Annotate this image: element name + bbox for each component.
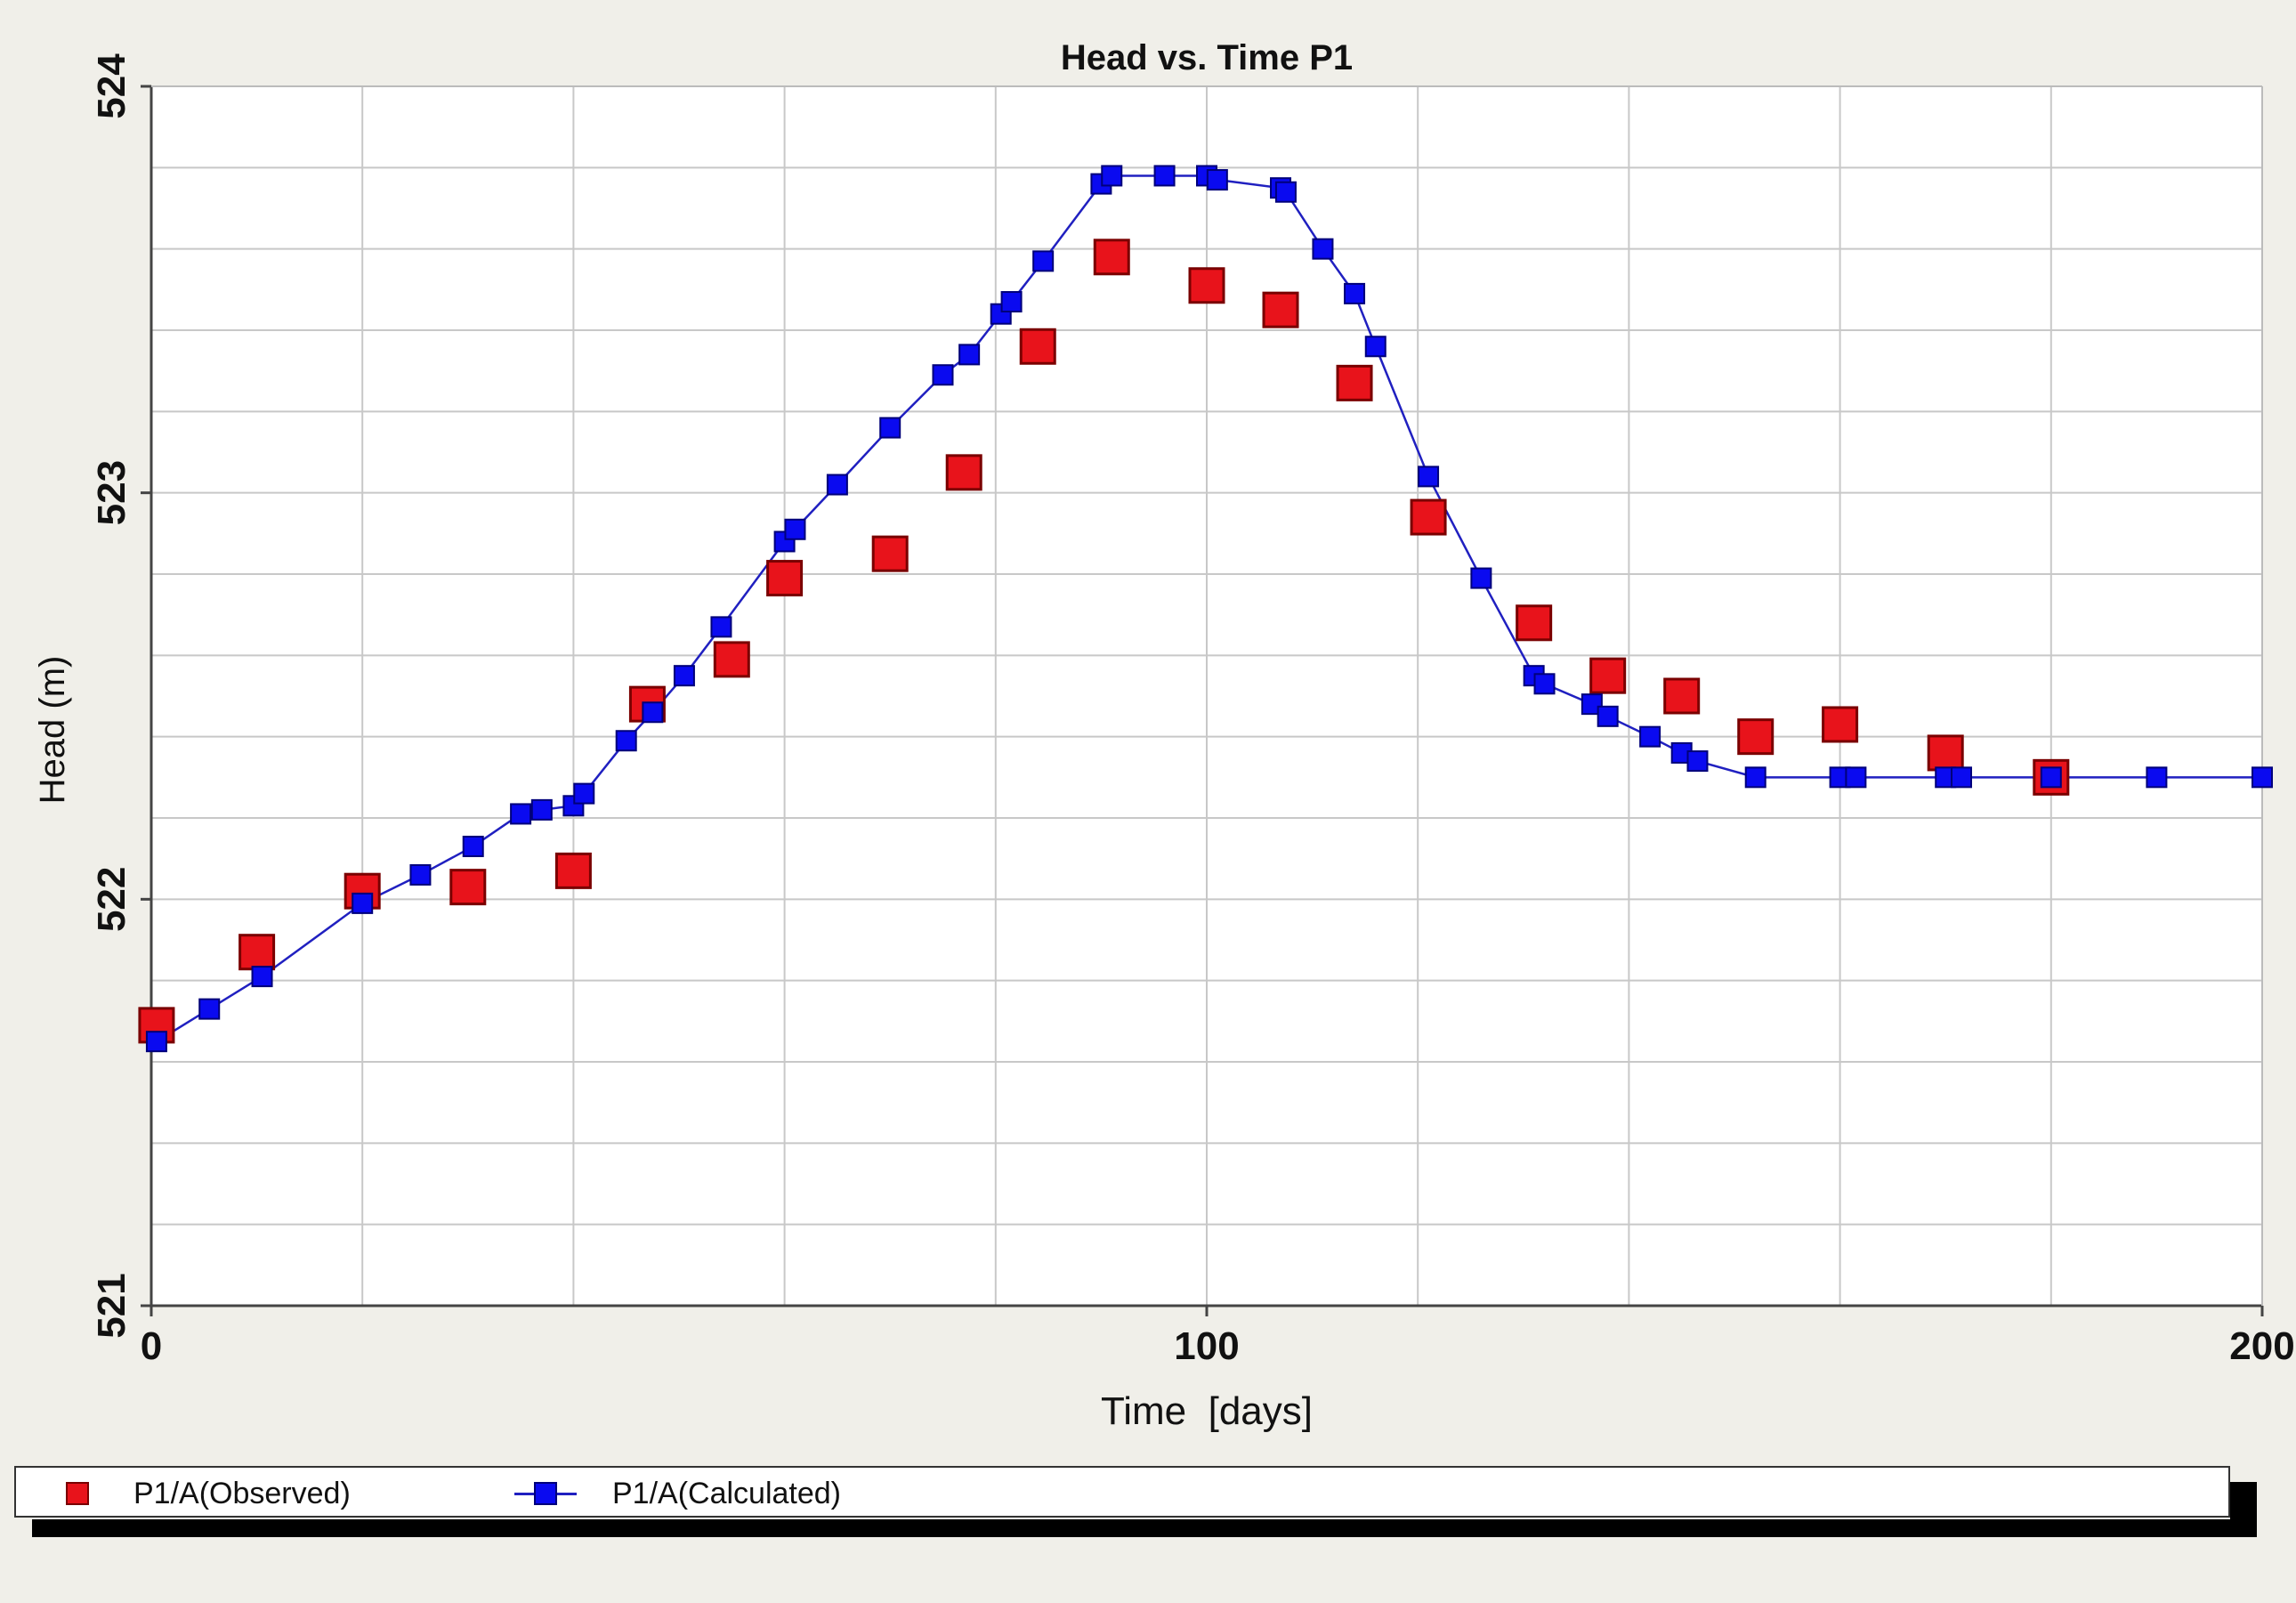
chart-title: Head vs. Time P1: [1061, 38, 1353, 77]
data-point-observed: [554, 852, 592, 889]
legend-shadow: [2230, 1482, 2257, 1537]
x-tick-label: 200: [2229, 1324, 2294, 1368]
data-point-calculated: [530, 798, 553, 821]
data-point-calculated: [1344, 282, 1366, 304]
data-point-calculated: [1418, 466, 1440, 488]
data-point-observed: [1663, 677, 1701, 715]
data-point-calculated: [1845, 766, 1867, 789]
data-point-observed: [1589, 657, 1627, 694]
data-point-calculated: [1686, 750, 1709, 773]
legend-label-observed: P1/A(Observed): [133, 1476, 351, 1510]
data-point-calculated: [1274, 181, 1297, 203]
data-point-calculated: [1312, 238, 1334, 260]
data-point-observed: [713, 641, 750, 678]
y-tick-label: 523: [90, 460, 133, 525]
data-point-calculated: [1533, 673, 1556, 695]
data-point-observed: [1019, 328, 1056, 365]
x-tick-label: 100: [1174, 1324, 1239, 1368]
data-point-observed: [449, 869, 487, 906]
x-axis-label: Time [days]: [1101, 1389, 1313, 1433]
data-point-calculated: [1744, 766, 1766, 789]
x-tick-label: 0: [141, 1324, 162, 1368]
data-point-observed: [1410, 498, 1447, 536]
data-point-calculated: [1364, 336, 1386, 358]
data-point-observed: [945, 454, 982, 491]
data-point-observed: [1188, 267, 1225, 304]
data-point-observed: [238, 934, 276, 971]
data-point-calculated: [2252, 766, 2273, 789]
data-point-calculated: [673, 665, 695, 687]
data-point-calculated: [1639, 725, 1661, 748]
legend-item-observed: P1/A(Observed): [66, 1468, 351, 1519]
legend-marker-calculated: [514, 1482, 577, 1505]
data-point-calculated: [826, 474, 848, 496]
legend-shadow: [32, 1519, 2257, 1537]
y-tick-label: 524: [90, 53, 133, 119]
data-point-observed: [1336, 364, 1373, 401]
legend-label-calculated: P1/A(Calculated): [612, 1476, 842, 1510]
data-point-calculated: [1206, 169, 1228, 191]
data-point-calculated: [409, 863, 432, 886]
legend: P1/A(Observed) P1/A(Calculated): [14, 1466, 2230, 1518]
data-point-calculated: [958, 344, 981, 366]
data-point-calculated: [642, 701, 664, 724]
data-point-calculated: [1153, 165, 1176, 187]
data-point-calculated: [1597, 705, 1619, 727]
data-point-observed: [871, 535, 909, 572]
y-axis-label: Head (m): [33, 656, 72, 805]
data-point-calculated: [932, 364, 954, 386]
data-point-calculated: [1032, 250, 1055, 272]
data-point-calculated: [1470, 567, 1492, 589]
data-point-calculated: [1101, 165, 1123, 187]
data-point-calculated: [2146, 766, 2168, 789]
data-point-calculated: [784, 518, 806, 540]
data-point-calculated: [510, 803, 532, 825]
data-point-calculated: [1581, 693, 1603, 716]
data-point-calculated: [251, 966, 273, 988]
data-point-calculated: [2040, 766, 2062, 789]
legend-marker-observed: [66, 1482, 89, 1505]
data-point-observed: [1737, 718, 1775, 756]
data-point-observed: [766, 560, 804, 597]
data-point-calculated: [879, 417, 901, 439]
data-point-calculated: [615, 730, 637, 752]
data-point-observed: [1516, 604, 1553, 642]
y-tick-label: 521: [90, 1273, 133, 1338]
data-point-calculated: [573, 782, 595, 805]
data-point-calculated: [145, 1031, 167, 1053]
data-point-observed: [1927, 734, 1964, 772]
data-point-observed: [1262, 291, 1299, 328]
data-point-calculated: [710, 616, 732, 638]
y-tick-label: 522: [90, 867, 133, 932]
legend-item-calculated: P1/A(Calculated): [514, 1468, 841, 1519]
data-point-calculated: [1950, 766, 1972, 789]
data-point-calculated: [198, 998, 221, 1020]
data-point-observed: [1822, 706, 1859, 743]
data-point-calculated: [352, 892, 374, 914]
data-point-calculated: [1000, 291, 1023, 313]
data-point-observed: [1093, 239, 1130, 276]
data-point-calculated: [462, 835, 484, 857]
